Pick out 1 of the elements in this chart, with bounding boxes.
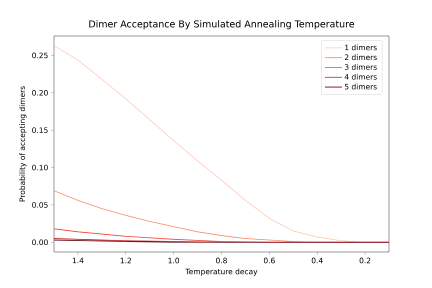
chart-title: Dimer Acceptance By Simulated Annealing Temperature <box>89 20 354 30</box>
